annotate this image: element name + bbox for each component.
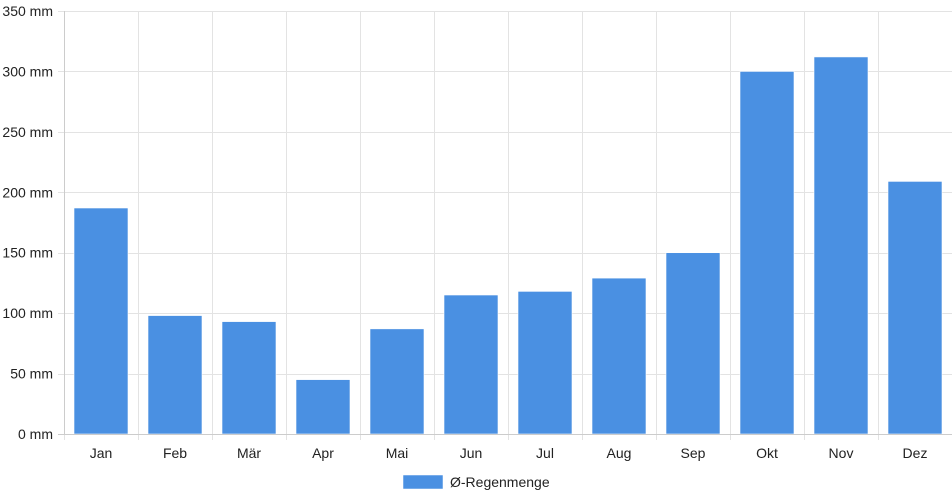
x-tick-label-jan: Jan [90,445,113,461]
axes [58,11,952,435]
x-tick-label-aug: Aug [607,445,632,461]
x-tick-label-sep: Sep [681,445,706,461]
x-tick-label-mär: Mär [237,445,261,461]
bars [73,56,943,435]
bar-dez[interactable] [887,181,943,435]
x-tick-label-jun: Jun [460,445,483,461]
x-tick-label-jul: Jul [536,445,554,461]
bar-mai[interactable] [369,328,425,435]
bar-aug[interactable] [591,277,647,435]
bar-jun[interactable] [443,294,499,435]
legend-label: Ø-Regenmenge [450,474,550,490]
x-axis-tick-labels: Jan Feb Mär Apr Mai Jun Jul Aug Sep Okt Nov Dez [90,445,928,461]
y-tick-label: 100 mm [2,305,53,321]
y-tick-label: 0 mm [18,426,53,442]
x-tick-label-dez: Dez [903,445,928,461]
y-tick-label: 300 mm [2,63,53,79]
legend[interactable]: Ø-Regenmenge [402,474,550,490]
y-axis-tick-labels: 0 mm 50 mm 100 mm 150 mm 200 mm 250 mm 300 mm 3… [2,3,53,442]
y-tick-label: 150 mm [2,245,53,261]
bar-mär[interactable] [221,321,277,435]
bar-jul[interactable] [517,291,573,435]
bar-sep[interactable] [665,252,721,435]
y-tick-label: 250 mm [2,124,53,140]
x-tick-label-nov: Nov [829,445,854,461]
bar-feb[interactable] [147,315,203,435]
x-tick-label-feb: Feb [163,445,187,461]
x-tick-label-okt: Okt [756,445,778,461]
y-tick-label: 200 mm [2,184,53,200]
grid-lines [58,11,952,440]
bar-apr[interactable] [295,379,351,435]
bar-jan[interactable] [73,207,129,435]
y-tick-label: 350 mm [2,3,53,19]
legend-swatch [402,474,444,490]
bar-nov[interactable] [813,56,869,435]
x-tick-label-mai: Mai [386,445,409,461]
x-tick-label-apr: Apr [312,445,334,461]
y-tick-label: 50 mm [10,366,53,382]
bar-okt[interactable] [739,71,795,435]
